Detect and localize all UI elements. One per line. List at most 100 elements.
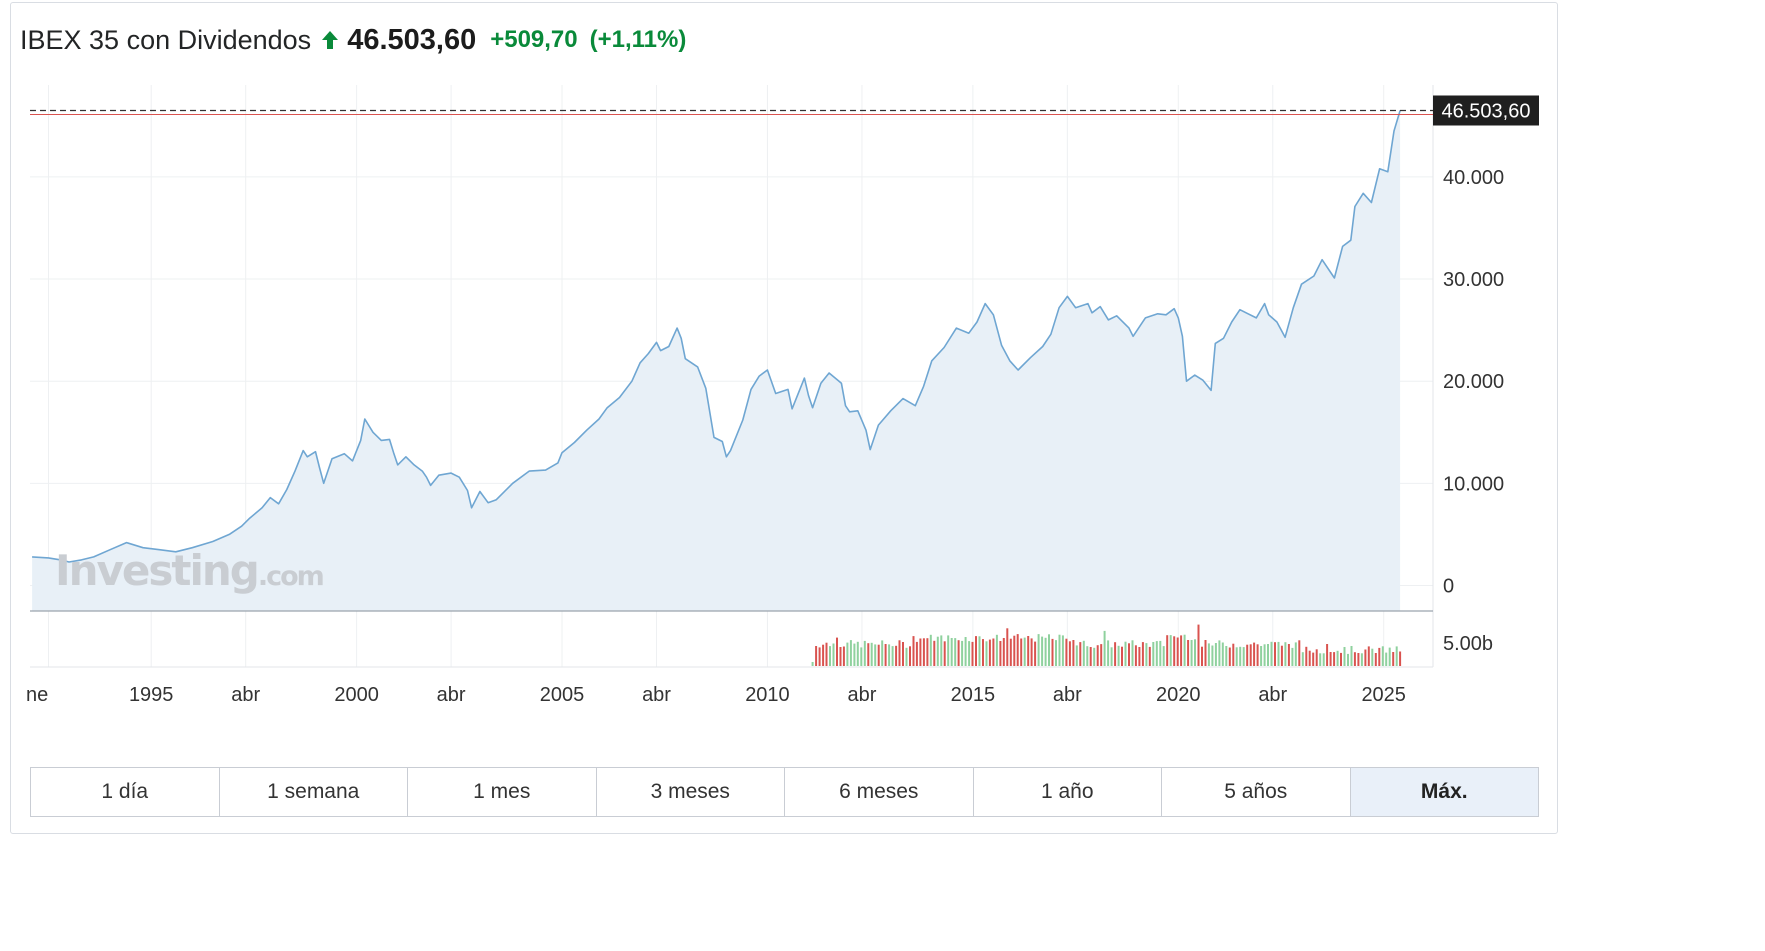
volume-bar (1114, 642, 1117, 666)
volume-bar (1169, 635, 1172, 666)
volume-bar (1034, 641, 1037, 666)
x-tick-label: abr (437, 684, 466, 706)
volume-bar (870, 642, 873, 666)
volume-bar (1225, 646, 1228, 666)
volume-bar (1253, 642, 1256, 666)
volume-bar (1072, 640, 1075, 666)
price-chart[interactable]: 46.503,60 0 10.000 20.000 30.000 40.000 5.00b n… (0, 0, 1560, 760)
y-tick-label: 10.000 (1443, 473, 1504, 495)
x-tick-label: abr (642, 684, 671, 706)
volume-bar (1121, 646, 1123, 666)
x-tick-label: 2025 (1361, 684, 1406, 706)
volume-bar (1357, 653, 1360, 666)
volume-bar (954, 638, 957, 666)
volume-bar (1089, 647, 1092, 666)
volume-bar (1013, 635, 1016, 666)
volume-bar (1336, 650, 1339, 666)
range-button-4[interactable]: 6 meses (784, 768, 973, 816)
volume-bar (884, 644, 887, 666)
volume-bar (1207, 643, 1210, 666)
y-tick-label: 40.000 (1443, 167, 1504, 189)
volume-bar (1096, 645, 1099, 666)
volume-bar (1388, 647, 1391, 666)
volume-bar (1277, 641, 1280, 666)
price-change-percent: (+1,11%) (589, 26, 687, 53)
volume-bar (1353, 652, 1356, 666)
volume-bar (874, 644, 877, 666)
volume-bar (922, 638, 925, 666)
volume-bar (1159, 640, 1162, 666)
volume-bar (877, 644, 880, 666)
volume-bar (898, 640, 901, 666)
volume-bar (940, 635, 943, 666)
volume-bar (836, 637, 838, 666)
volume-bar (1395, 646, 1398, 666)
volume-bar (1322, 653, 1325, 666)
volume-bar (1194, 639, 1196, 666)
volume-bar (811, 662, 814, 666)
volume-bar (1037, 634, 1040, 666)
range-button-6[interactable]: 5 años (1161, 768, 1350, 816)
volume-bar (1378, 647, 1381, 666)
range-button-1[interactable]: 1 semana (218, 768, 407, 816)
volume-bar (1385, 652, 1388, 666)
volume-bar (1134, 645, 1137, 666)
volume-bar (1016, 634, 1019, 666)
range-button-2[interactable]: 1 mes (407, 768, 596, 816)
volume-bar (1190, 640, 1193, 666)
volume-bar (860, 647, 863, 666)
last-price: 46.503,60 (347, 23, 477, 56)
volume-bar (975, 636, 977, 666)
volume-bar (1256, 644, 1259, 666)
volume-bar (1103, 630, 1106, 666)
volume-bar (1141, 642, 1144, 666)
volume-bar (1347, 653, 1349, 666)
x-tick-label: abr (231, 684, 260, 706)
volume-bar (912, 636, 915, 666)
volume-bar (995, 634, 998, 666)
volume-bar (1065, 638, 1068, 666)
price-change: +509,70 (490, 26, 578, 53)
volume-bar (999, 641, 1002, 666)
range-button-0[interactable]: 1 día (31, 768, 219, 816)
volume-bar (825, 642, 828, 666)
x-tick-label: abr (1258, 684, 1287, 706)
volume-bar (978, 636, 981, 666)
volume-bar (849, 640, 852, 666)
volume-bar (961, 640, 964, 666)
volume-bar (1242, 647, 1245, 666)
volume-bar (1107, 640, 1110, 666)
volume-bar (1312, 652, 1315, 666)
volume-bar (1030, 638, 1033, 666)
investing-watermark: Investing.com (55, 546, 323, 595)
volume-bar (895, 645, 898, 666)
volume-bar (1329, 652, 1332, 666)
volume-bar (1075, 645, 1078, 666)
volume-bar (1326, 644, 1329, 666)
volume-bar (1110, 647, 1113, 666)
range-button-5[interactable]: 1 año (972, 768, 1161, 816)
volume-bar (888, 644, 891, 666)
volume-bar (863, 640, 866, 666)
volume-bar (1162, 646, 1165, 666)
volume-bar (1221, 642, 1224, 666)
volume-bar (842, 646, 845, 666)
volume-bar (971, 641, 974, 666)
volume-bar (1023, 637, 1026, 666)
x-tick-label: 2010 (745, 684, 790, 706)
volume-bar (1301, 652, 1304, 666)
volume-bar (1197, 624, 1200, 666)
volume-bar (867, 643, 870, 666)
volume-bar (1270, 641, 1273, 666)
range-button-3[interactable]: 3 meses (595, 768, 784, 816)
volume-bar (957, 640, 960, 666)
volume-bar (1399, 651, 1402, 666)
range-button-7[interactable]: Máx. (1349, 768, 1538, 816)
volume-bar (985, 641, 988, 666)
x-tick-label: 2005 (540, 684, 585, 706)
volume-bar (905, 647, 908, 666)
x-tick-label: 2020 (1156, 684, 1201, 706)
volume-bar (1235, 647, 1238, 666)
volume-bar (1183, 634, 1186, 666)
volume-bar (1180, 635, 1183, 666)
